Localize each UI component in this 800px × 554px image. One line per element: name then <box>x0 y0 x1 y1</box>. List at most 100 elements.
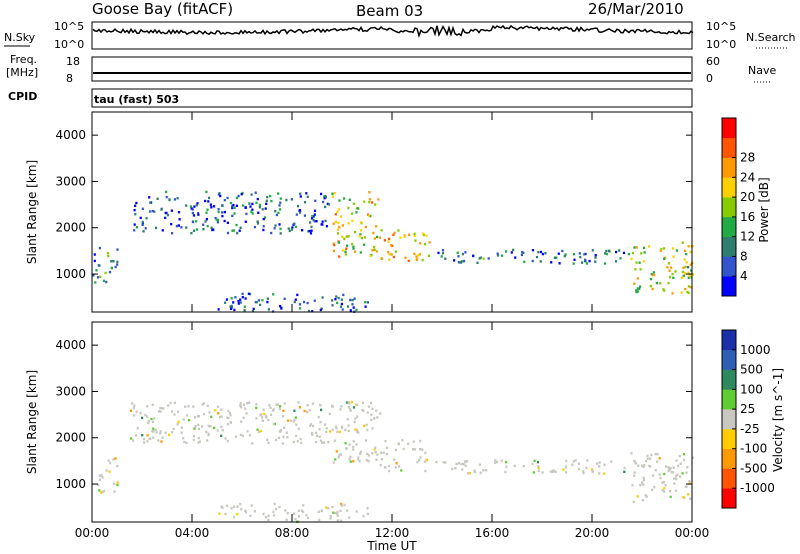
velocity-scatter-cell <box>99 491 103 494</box>
velocity-scatter-cell <box>245 412 248 415</box>
power-scatter-cell <box>191 208 194 211</box>
velocity-scatter-cell <box>598 465 601 468</box>
velocity-plot-area <box>92 322 692 522</box>
velocity-scatter-cell <box>141 416 144 420</box>
power-scatter-cell <box>298 209 302 212</box>
power-scatter-cell <box>205 211 208 214</box>
velocity-scatter-cell <box>645 495 648 498</box>
velocity-colorbar-tick-label: 1000 <box>740 343 771 357</box>
velocity-scatter-cell <box>318 435 321 438</box>
power-scatter-cell <box>235 204 238 207</box>
power-scatter-cell <box>196 202 199 205</box>
power-scatter-cell <box>336 210 339 214</box>
velocity-scatter-cell <box>562 468 565 471</box>
nsearch-tick-bottom: 10^0 <box>706 38 736 51</box>
power-scatter-cell <box>578 252 581 255</box>
velocity-scatter-cell <box>157 439 160 442</box>
power-scatter-cell <box>153 210 156 213</box>
velocity-scatter-cell <box>155 431 158 434</box>
velocity-scatter-cell <box>116 483 119 487</box>
power-scatter-cell <box>270 231 273 235</box>
velocity-colorbar-segment <box>722 468 736 489</box>
velocity-scatter-cell <box>505 465 508 468</box>
power-scatter-cell <box>112 260 115 263</box>
power-scatter-cell <box>230 304 233 308</box>
velocity-colorbar-tick-label: 25 <box>740 402 755 416</box>
velocity-scatter-cell <box>98 474 101 478</box>
velocity-scatter-cell <box>362 409 365 413</box>
power-scatter-cell <box>224 301 227 304</box>
velocity-scatter-cell <box>167 404 170 407</box>
power-scatter-cell <box>247 292 250 295</box>
velocity-scatter-cell <box>149 437 152 440</box>
velocity-scatter-cell <box>240 508 243 511</box>
power-scatter-cell <box>415 255 418 258</box>
power-scatter-cell <box>380 229 383 232</box>
power-scatter-cell <box>233 206 236 209</box>
velocity-scatter-cell <box>662 480 665 484</box>
velocity-scatter-cell <box>679 462 682 465</box>
power-scatter-cell <box>197 213 200 216</box>
power-scatter-cell <box>366 301 369 304</box>
power-scatter-cell <box>325 225 328 228</box>
velocity-scatter-cell <box>309 424 312 427</box>
power-scatter-cell <box>239 301 242 304</box>
velocity-colorbar-frame <box>721 329 737 509</box>
power-ylabel: Slant Range [km] <box>25 160 39 264</box>
power-scatter-cell <box>651 287 654 291</box>
velocity-scatter-cell <box>336 512 339 515</box>
power-scatter-cell <box>375 250 378 253</box>
velocity-scatter-cell <box>641 481 644 484</box>
velocity-scatter-cell <box>242 416 245 419</box>
velocity-scatter-cell <box>394 448 397 452</box>
velocity-scatter-cell <box>421 448 424 451</box>
power-scatter-cell <box>164 216 167 220</box>
velocity-scatter-cell <box>650 488 654 492</box>
velocity-scatter-cell <box>347 400 350 404</box>
velocity-scatter-cell <box>282 435 285 438</box>
velocity-colorbar-segment <box>722 330 736 351</box>
power-colorbar-segment <box>722 216 736 237</box>
velocity-scatter-cell <box>367 460 370 463</box>
freq-label-2: [MHz] <box>6 66 38 79</box>
power-scatter-cell <box>255 201 258 204</box>
power-scatter-cell <box>221 214 224 218</box>
velocity-scatter-cell <box>319 403 322 407</box>
power-scatter-cell <box>649 277 653 281</box>
power-scatter-cell <box>496 254 500 257</box>
velocity-scatter-cell <box>226 423 230 426</box>
power-scatter-cell <box>99 275 102 278</box>
power-scatter-cell <box>422 232 425 235</box>
power-scatter-cell <box>116 248 119 251</box>
power-scatter-cell <box>156 197 159 200</box>
velocity-scatter-cell <box>656 460 659 463</box>
power-scatter-cell <box>251 309 254 313</box>
velocity-scatter-cell <box>297 515 301 518</box>
velocity-colorbar-label: Velocity [m s^-1] <box>771 368 785 472</box>
power-scatter-cell <box>335 295 338 298</box>
velocity-scatter-cell <box>320 441 324 444</box>
power-scatter-cell <box>114 265 117 269</box>
velocity-scatter-cell <box>278 505 281 509</box>
power-scatter-cell <box>662 288 665 291</box>
velocity-scatter-cell <box>425 458 429 462</box>
power-scatter-cell <box>672 255 675 258</box>
power-scatter-cell <box>347 222 350 225</box>
power-scatter-cell <box>339 305 343 308</box>
power-scatter-cell <box>647 245 651 248</box>
velocity-scatter-cell <box>646 457 649 460</box>
power-scatter-cell <box>332 222 335 225</box>
power-scatter-cell <box>685 261 688 264</box>
power-scatter-cell <box>355 211 358 214</box>
power-scatter-cell <box>627 252 630 256</box>
power-scatter-cell <box>299 307 302 310</box>
velocity-scatter-cell <box>654 452 657 456</box>
power-scatter-cell <box>375 225 378 228</box>
velocity-scatter-cell <box>273 422 277 426</box>
power-scatter-cell <box>296 293 299 297</box>
velocity-scatter-cell <box>658 473 661 476</box>
velocity-scatter-cell <box>221 429 224 432</box>
velocity-scatter-cell <box>217 412 220 415</box>
velocity-scatter-cell <box>293 409 296 412</box>
velocity-scatter-cell <box>285 518 288 521</box>
